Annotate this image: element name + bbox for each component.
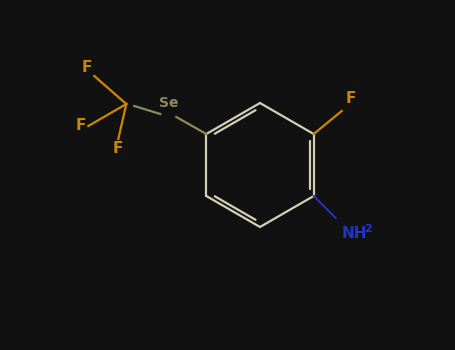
Text: F: F xyxy=(113,141,123,156)
Text: F: F xyxy=(76,119,86,133)
Text: NH: NH xyxy=(342,226,367,241)
Text: 2: 2 xyxy=(364,224,371,234)
Text: F: F xyxy=(82,60,92,75)
Text: F: F xyxy=(346,91,356,106)
Text: Se: Se xyxy=(158,96,178,110)
